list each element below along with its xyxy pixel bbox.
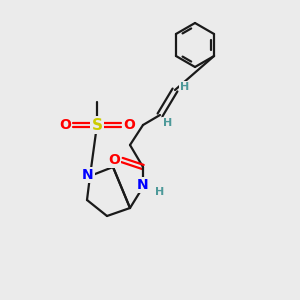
Text: N: N [137,178,149,192]
Text: H: H [180,82,190,92]
Text: N: N [82,168,94,182]
Text: O: O [123,118,135,132]
Text: H: H [155,187,165,197]
Text: O: O [59,118,71,132]
Text: S: S [92,118,103,133]
Text: O: O [108,153,120,167]
Text: H: H [164,118,172,128]
